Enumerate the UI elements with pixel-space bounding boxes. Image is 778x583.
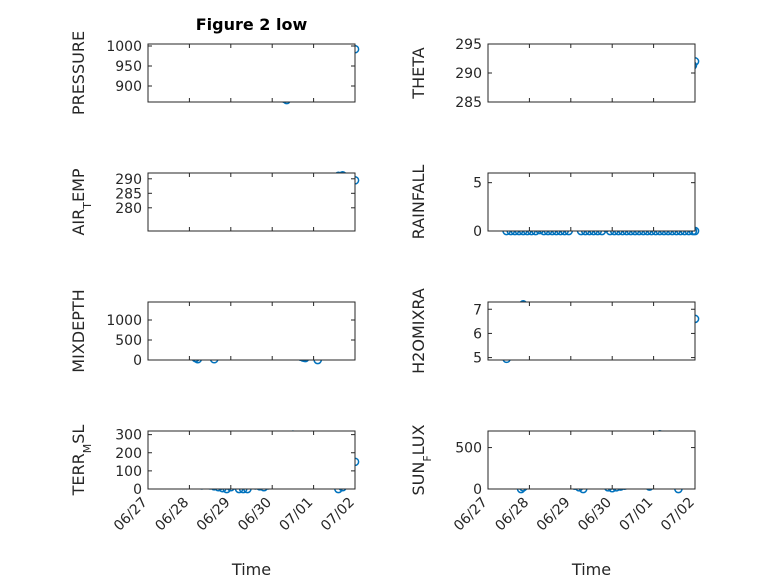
y-axis-label: AIRTEMP [69, 168, 94, 235]
y-tick-label: 900 [115, 79, 142, 95]
y-axis-label-main: PRESSURE [69, 31, 88, 115]
y-tick-label: 6 [473, 326, 482, 342]
subplot-pressure: 900 950 1000 PRESSURE Figure 2 low [69, 15, 360, 115]
figure-title: Figure 2 low [196, 15, 308, 34]
y-tick-label: 5 [473, 351, 482, 367]
axes-frame [487, 172, 696, 232]
y-axis-label: RAINFALL [409, 165, 428, 240]
y-axis-label: PRESSURE [69, 31, 88, 115]
y-axis-label: SUNFLUX [409, 424, 434, 495]
y-axis-label-main: SUN [409, 462, 428, 496]
y-axis-label: MIXDEPTH [69, 289, 88, 372]
axes-frame [147, 43, 356, 103]
y-tick-label: 295 [455, 37, 482, 53]
subplot-rainfall: 0 5 RAINFALL [409, 165, 700, 240]
y-axis-label-subscript: F [421, 455, 434, 461]
y-axis-label-rest: EMP [69, 168, 88, 202]
x-axis-label: Time [571, 560, 611, 579]
y-tick-label: 500 [455, 441, 482, 457]
axes-frame [147, 172, 356, 232]
subplot-mixdepth: 0 500 1000 MIXDEPTH [69, 289, 356, 373]
y-axis-label-main: AIR [69, 209, 88, 236]
y-tick-label: 300 [115, 428, 142, 444]
y-tick-label: 285 [455, 95, 482, 111]
y-tick-label: 100 [115, 464, 142, 480]
y-tick-label: 285 [115, 186, 142, 202]
y-tick-label: 280 [115, 201, 142, 217]
axes-frame [147, 301, 356, 361]
y-axis-label: THETA [409, 47, 428, 99]
y-tick-label: 5 [473, 176, 482, 192]
y-tick-label: 290 [115, 172, 142, 188]
axes-frame [147, 430, 356, 490]
axes-frame [487, 43, 696, 103]
y-tick-label: 1000 [106, 39, 142, 55]
y-tick-label: 7 [473, 302, 482, 318]
y-axis-label-rest: LUX [409, 424, 428, 455]
y-axis-label: H2OMIXRA [409, 288, 428, 374]
y-axis-label-main: THETA [409, 47, 428, 99]
y-axis-label-main: RAINFALL [409, 165, 428, 240]
axes-frame [487, 301, 696, 361]
y-tick-label: 290 [455, 66, 482, 82]
y-tick-label: 0 [133, 482, 142, 498]
y-tick-label: 1000 [106, 313, 142, 329]
y-tick-label: 0 [473, 224, 482, 240]
y-tick-label: 200 [115, 446, 142, 462]
y-tick-label: 950 [115, 59, 142, 75]
y-tick-label: 500 [115, 333, 142, 349]
y-axis-label-main: TERR [69, 453, 88, 496]
subplot-h2omixra: 5 6 7 H2OMIXRA [409, 288, 700, 374]
y-axis-label-main: H2OMIXRA [409, 288, 428, 374]
y-axis-label: TERRMSL [69, 425, 94, 497]
y-axis-label-rest: SL [69, 425, 88, 444]
y-tick-label: 0 [133, 353, 142, 369]
y-axis-label-subscript: M [81, 444, 94, 454]
axes-frame [487, 430, 696, 490]
y-tick-label: 0 [473, 482, 482, 498]
y-axis-label-main: MIXDEPTH [69, 289, 88, 372]
y-axis-label-subscript: T [81, 202, 94, 210]
subplot-theta: 285 290 295 THETA [409, 37, 700, 111]
x-axis-label: Time [231, 560, 271, 579]
